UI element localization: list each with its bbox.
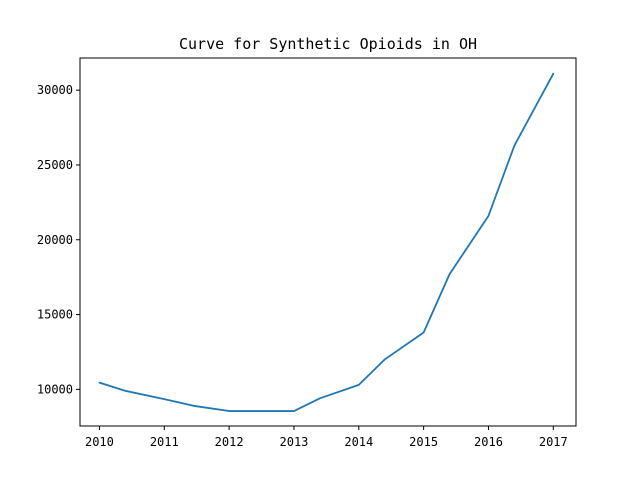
x-tick-label: 2011 <box>150 435 179 449</box>
x-tick-label: 2010 <box>85 435 114 449</box>
x-tick-label: 2015 <box>409 435 438 449</box>
axes-frame <box>79 57 577 427</box>
y-tick-label: 30000 <box>37 83 73 97</box>
x-tick-label: 2016 <box>474 435 503 449</box>
chart-title: Curve for Synthetic Opioids in OH <box>179 35 477 53</box>
y-tick-label: 10000 <box>37 382 73 396</box>
series-line <box>98 72 555 412</box>
y-tick-label: 20000 <box>37 233 73 247</box>
x-tick-label: 2017 <box>539 435 568 449</box>
x-tick-label: 2012 <box>215 435 244 449</box>
y-tick-label: 25000 <box>37 158 73 172</box>
y-tick-label: 15000 <box>37 308 73 322</box>
x-tick-label: 2013 <box>280 435 309 449</box>
x-tick-label: 2014 <box>344 435 373 449</box>
plot-area: 2010 2011 2012 2013 2014 2015 2016 2017 10000 150… <box>37 57 577 449</box>
